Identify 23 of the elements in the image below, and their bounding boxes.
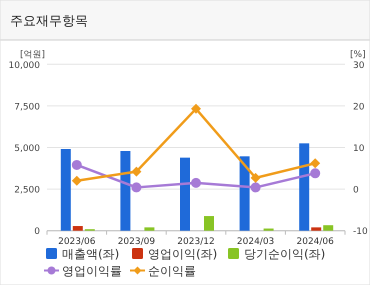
y2-tick-label: 30 [353, 60, 365, 71]
y-tick-label: 7,500 [14, 102, 40, 112]
ylabel: [억원] [20, 50, 46, 60]
y-tick-label: 5,000 [14, 144, 40, 154]
legend: 매출액(좌) [62, 247, 120, 261]
legend: 영업이익률 [62, 264, 122, 278]
y2-tick-label: 10 [353, 144, 365, 154]
x-tick-label: 2024/06 [296, 237, 334, 247]
x-tick-label: 2023/09 [118, 237, 156, 247]
y2label: [%] [350, 50, 366, 60]
legend: 순이익률 [148, 264, 196, 278]
legend: 당기순이익(좌) [244, 247, 326, 261]
y-tick-label: 0 [34, 227, 40, 238]
x-tick-label: 2024/03 [236, 237, 274, 247]
x-tick-label: 2023/06 [58, 237, 96, 247]
y-tick-label: 10,000 [8, 60, 40, 71]
y-tick-label: 2,500 [14, 186, 40, 196]
legend: 영업이익(좌) [148, 247, 218, 261]
x-tick-label: 2023/12 [177, 237, 215, 247]
title: 주요재무항목 [10, 14, 88, 29]
y2-tick-label: 20 [353, 102, 365, 112]
y2-tick-label: -10 [353, 227, 368, 238]
y2-tick-label: 0 [353, 186, 359, 196]
